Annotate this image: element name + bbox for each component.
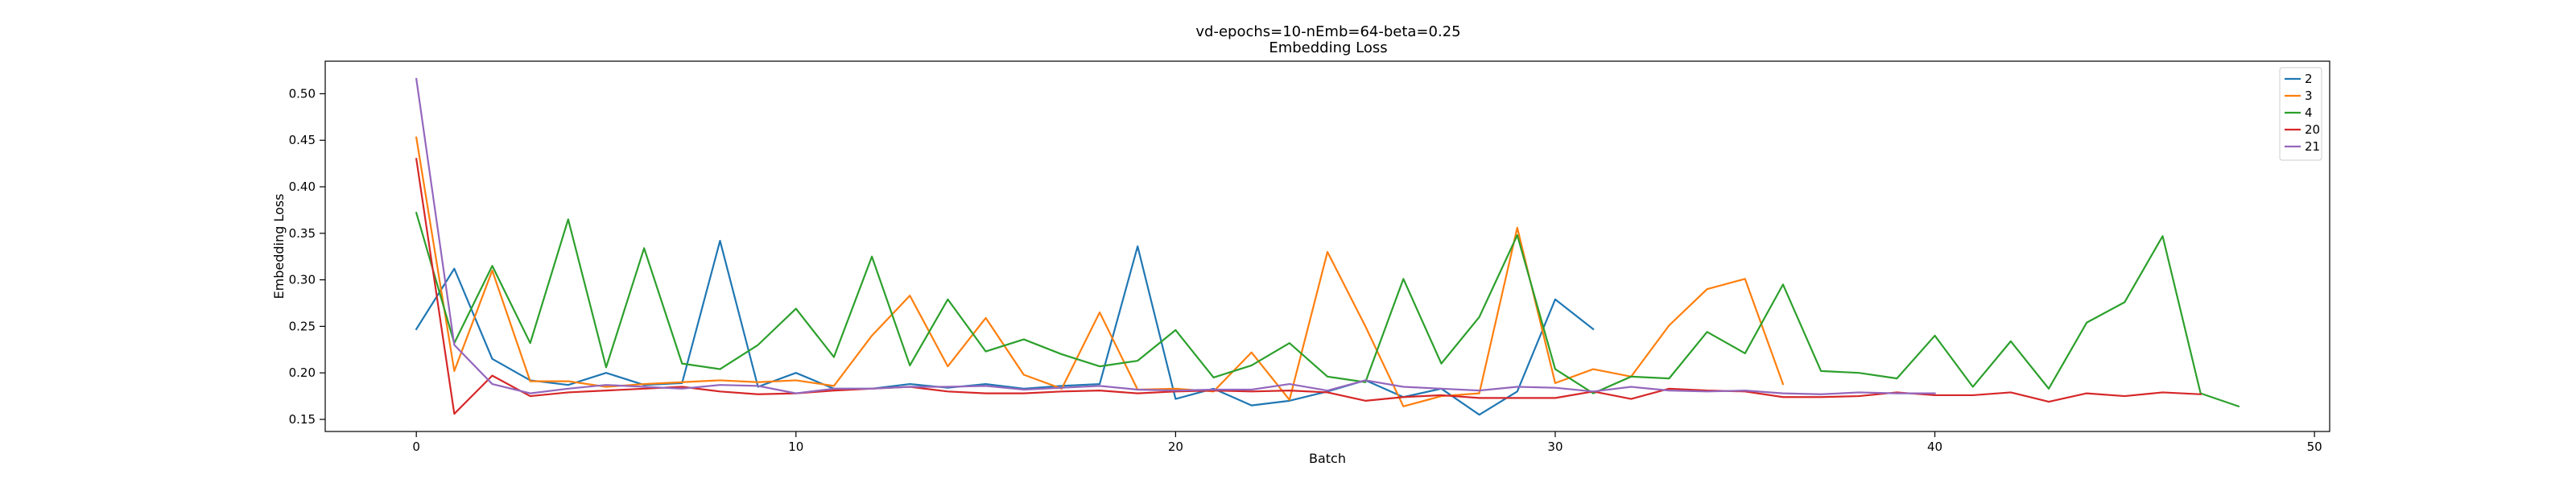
- y-tick-label: 0.40: [289, 180, 316, 194]
- chart-subtitle: Embedding Loss: [1269, 39, 1387, 56]
- y-tick-label: 0.45: [289, 133, 316, 147]
- y-tick-label: 0.50: [289, 86, 316, 101]
- series-layer: [415, 77, 2240, 416]
- legend-label-4: 4: [2305, 105, 2313, 120]
- series-line-21: [415, 77, 1936, 395]
- x-tick-label: 30: [1547, 440, 1563, 454]
- x-axis: 0 10 20 30 40 50: [412, 431, 2322, 454]
- x-tick-label: 20: [1168, 440, 1183, 454]
- y-tick-label: 0.25: [289, 319, 316, 333]
- y-tick-label: 0.35: [289, 226, 316, 241]
- chart-title: vd-epochs=10-nEmb=64-beta=0.25: [1195, 23, 1460, 40]
- y-tick-label: 0.20: [289, 365, 316, 380]
- y-tick-label: 0.30: [289, 273, 316, 287]
- y-axis-label: Embedding Loss: [271, 194, 287, 299]
- legend-label-2: 2: [2305, 72, 2313, 86]
- legend: 2 3 4 20 21: [2279, 67, 2322, 161]
- y-axis: 0.15 0.20 0.25 0.30 0.35 0.40 0.45 0.50: [289, 86, 325, 427]
- plot-frame: [324, 60, 2330, 432]
- legend-label-20: 20: [2305, 122, 2320, 137]
- series-line-4: [415, 212, 2240, 408]
- x-tick-label: 50: [2307, 440, 2322, 454]
- x-axis-label: Batch: [1309, 451, 1346, 466]
- legend-label-3: 3: [2305, 89, 2313, 103]
- x-tick-label: 0: [412, 440, 420, 454]
- legend-box: [2279, 67, 2322, 161]
- legend-label-21: 21: [2305, 139, 2320, 154]
- plot-area: [324, 60, 2330, 432]
- series-line-3: [415, 136, 1785, 407]
- x-tick-label: 40: [1927, 440, 1942, 454]
- x-tick-label: 10: [788, 440, 803, 454]
- y-tick-label: 0.15: [289, 412, 316, 427]
